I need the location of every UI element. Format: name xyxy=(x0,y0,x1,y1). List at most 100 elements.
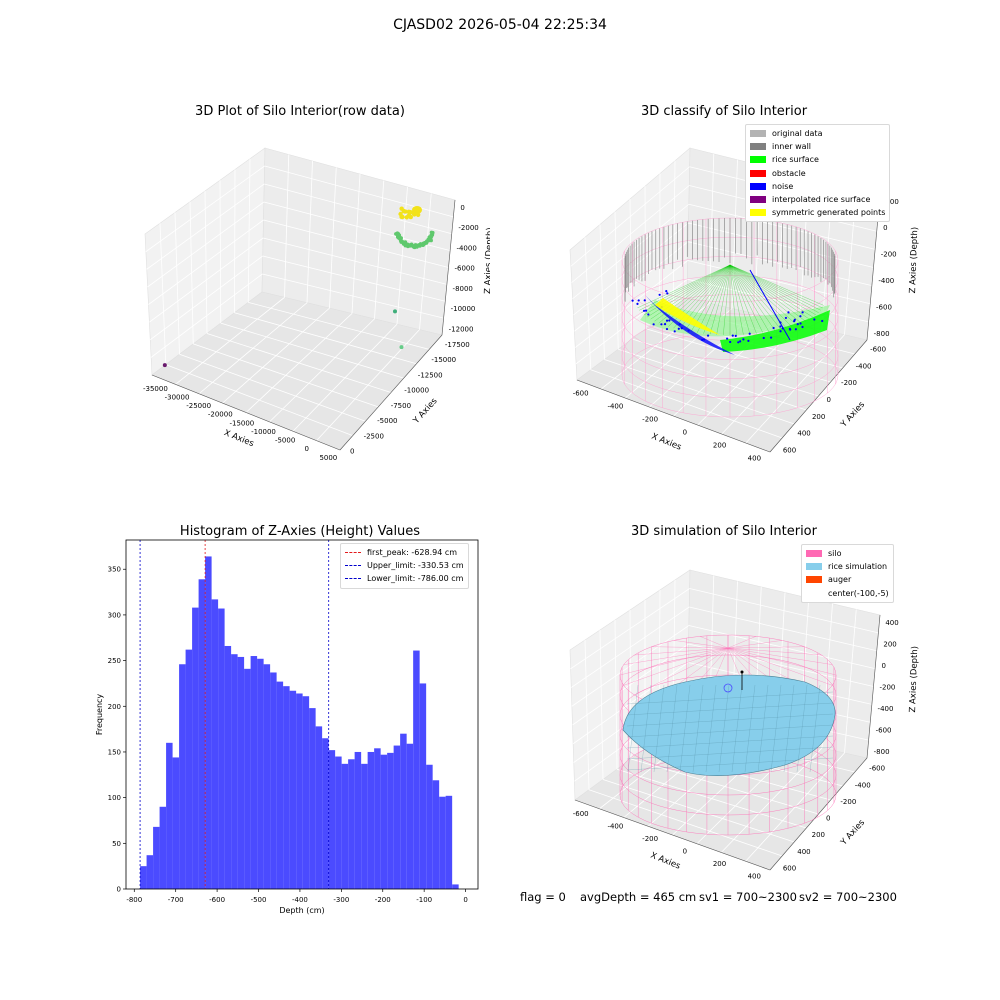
panel4-center-marker xyxy=(740,670,744,674)
panel3-histogram: -800 -700 -600 -500 -400 -300 -200 -100 0 0 50 100 1… xyxy=(95,539,479,915)
histogram-x-tick-label: -200 xyxy=(375,896,391,904)
panel2-y-tick-label: 200 xyxy=(812,413,825,421)
legend-swatch xyxy=(806,576,822,584)
panel4-surface-mesh-line xyxy=(626,724,834,738)
legend-label: inner wall xyxy=(772,142,812,152)
panel1-y-axis-label: Y Axies xyxy=(411,396,440,427)
panel4-surface-mesh-line xyxy=(626,713,834,727)
panel3-legend: first_peak: -628.94 cm Upper_limit: -330.… xyxy=(340,543,469,589)
legend-swatch xyxy=(750,143,766,151)
panel2-rice-point xyxy=(729,264,757,334)
panel2-grid-line xyxy=(645,328,831,383)
panel4-silo-roof-spoke xyxy=(727,646,805,649)
histogram-bar xyxy=(270,672,277,889)
panel4-x-axis-label: X Axies xyxy=(649,851,682,872)
panel1-x-tick-label: -30000 xyxy=(165,393,190,401)
panel2-noise-point xyxy=(737,341,740,344)
panel2-rice-point xyxy=(729,264,737,335)
panel4-silo-roof-spoke xyxy=(727,636,757,649)
panel1-y-tick-label: -17500 xyxy=(445,341,470,349)
histogram-bar xyxy=(211,599,219,889)
histogram-bar xyxy=(224,645,232,889)
panel1-x-tick-label: 0 xyxy=(305,445,309,453)
legend-swatch xyxy=(806,590,822,597)
panel4-silo-roof-spoke xyxy=(727,647,822,656)
histogram-bar xyxy=(296,693,303,889)
legend-label: original data xyxy=(772,129,823,138)
legend-swatch xyxy=(806,563,822,571)
histogram-bar xyxy=(309,708,316,889)
panel4-silo-roof-spoke xyxy=(727,647,833,665)
panel2-noise-point xyxy=(779,330,782,333)
histogram-bar xyxy=(387,752,394,889)
legend-swatch xyxy=(750,182,766,190)
figure-title: CJASD02 2026-05-04 22:25:34 xyxy=(393,17,607,33)
panel4-surface-mesh-line xyxy=(626,757,834,771)
panel2-noise-point xyxy=(772,326,775,330)
panel2-y-axis-label: Y Axies xyxy=(838,399,867,430)
histogram-bar xyxy=(185,649,193,889)
panel2-grid-line xyxy=(688,203,876,250)
panel2-legend-entry: original data xyxy=(750,127,885,140)
panel2-noise-cluster xyxy=(749,269,791,341)
panel1-cluster-point xyxy=(394,232,398,236)
panel4-grid-line xyxy=(844,609,857,754)
panel2-rice-point xyxy=(729,264,782,330)
panel1-grid-line xyxy=(264,165,454,218)
panel2-title: 3D classify of Silo Interior xyxy=(640,104,808,119)
panel2-x-tick-label: 0 xyxy=(683,428,687,436)
legend-line-swatch xyxy=(345,565,361,567)
panel2-noise-point xyxy=(663,323,667,326)
panel2-rice-point xyxy=(696,264,731,333)
panel2-noise-point xyxy=(762,336,765,340)
panel2-x-axis-line xyxy=(576,379,771,453)
panel4-x-axis-line xyxy=(574,799,771,871)
panel3-legend-entry: first_peak: -628.94 cm xyxy=(345,546,464,559)
panel2-noise-point xyxy=(706,334,710,337)
histogram-x-axis-label: Depth (cm) xyxy=(279,906,324,915)
panel4-silo-roof-spoke xyxy=(673,640,729,649)
panel1-grid-line xyxy=(419,193,432,330)
panel4-surface-mesh-line xyxy=(770,684,782,773)
panel4-surface-mesh-line xyxy=(809,684,821,773)
panel2-noise-point xyxy=(665,327,669,331)
histogram-bar xyxy=(374,748,381,889)
panel1-grid-line xyxy=(292,323,398,432)
histogram-x-tick-label: -800 xyxy=(126,896,142,904)
panel2-y-tick-label: -600 xyxy=(870,346,886,354)
histogram-bar xyxy=(348,759,355,889)
panel1-outlier-point xyxy=(399,345,404,350)
panel4-grid-line xyxy=(570,588,690,670)
legend-label: Lower_limit: -786.00 cm xyxy=(367,574,464,584)
panel4-surface-mesh-line xyxy=(718,684,730,773)
panel4-y-tick-label: 600 xyxy=(783,864,796,872)
panel2-y-tick-label: -200 xyxy=(841,379,857,387)
panel4-legend-entry: center(-100,-5) xyxy=(806,587,889,600)
histogram-frame xyxy=(125,539,479,890)
panel1-x-tick-label: 5000 xyxy=(319,454,337,462)
histogram-x-tick-label: -500 xyxy=(251,896,267,904)
panel2-grid-line xyxy=(672,160,676,309)
panel4-y-tick-label: -400 xyxy=(855,781,871,789)
panel2-grid-line xyxy=(572,203,690,300)
panel2-noise-point xyxy=(739,340,742,343)
panel4-silo-roof-spoke xyxy=(634,647,729,696)
panel2-rice-point xyxy=(690,264,731,332)
histogram-x-tick-label: -600 xyxy=(209,896,225,904)
histogram-y-tick-label: 350 xyxy=(108,566,121,574)
panel2-noise-point xyxy=(742,338,745,341)
panel2-rice-point xyxy=(709,264,731,335)
panel2-noise-point xyxy=(631,299,634,302)
panel2-rice-point xyxy=(729,264,744,335)
panel2-grid-line xyxy=(570,166,690,267)
histogram-bar xyxy=(439,796,446,889)
legend-label: rice surface xyxy=(772,155,819,165)
panel1-cluster-top-point xyxy=(412,206,422,214)
panel1-grid-line xyxy=(263,219,449,268)
panel4-z-tick-label: -400 xyxy=(878,705,894,713)
panel2-rice-point xyxy=(729,264,824,306)
panel1-outlier-point xyxy=(162,363,167,368)
panel2-noise-point xyxy=(668,319,671,322)
histogram-y-tick-label: 300 xyxy=(108,611,121,619)
panel1-cluster-top-point xyxy=(401,208,406,214)
